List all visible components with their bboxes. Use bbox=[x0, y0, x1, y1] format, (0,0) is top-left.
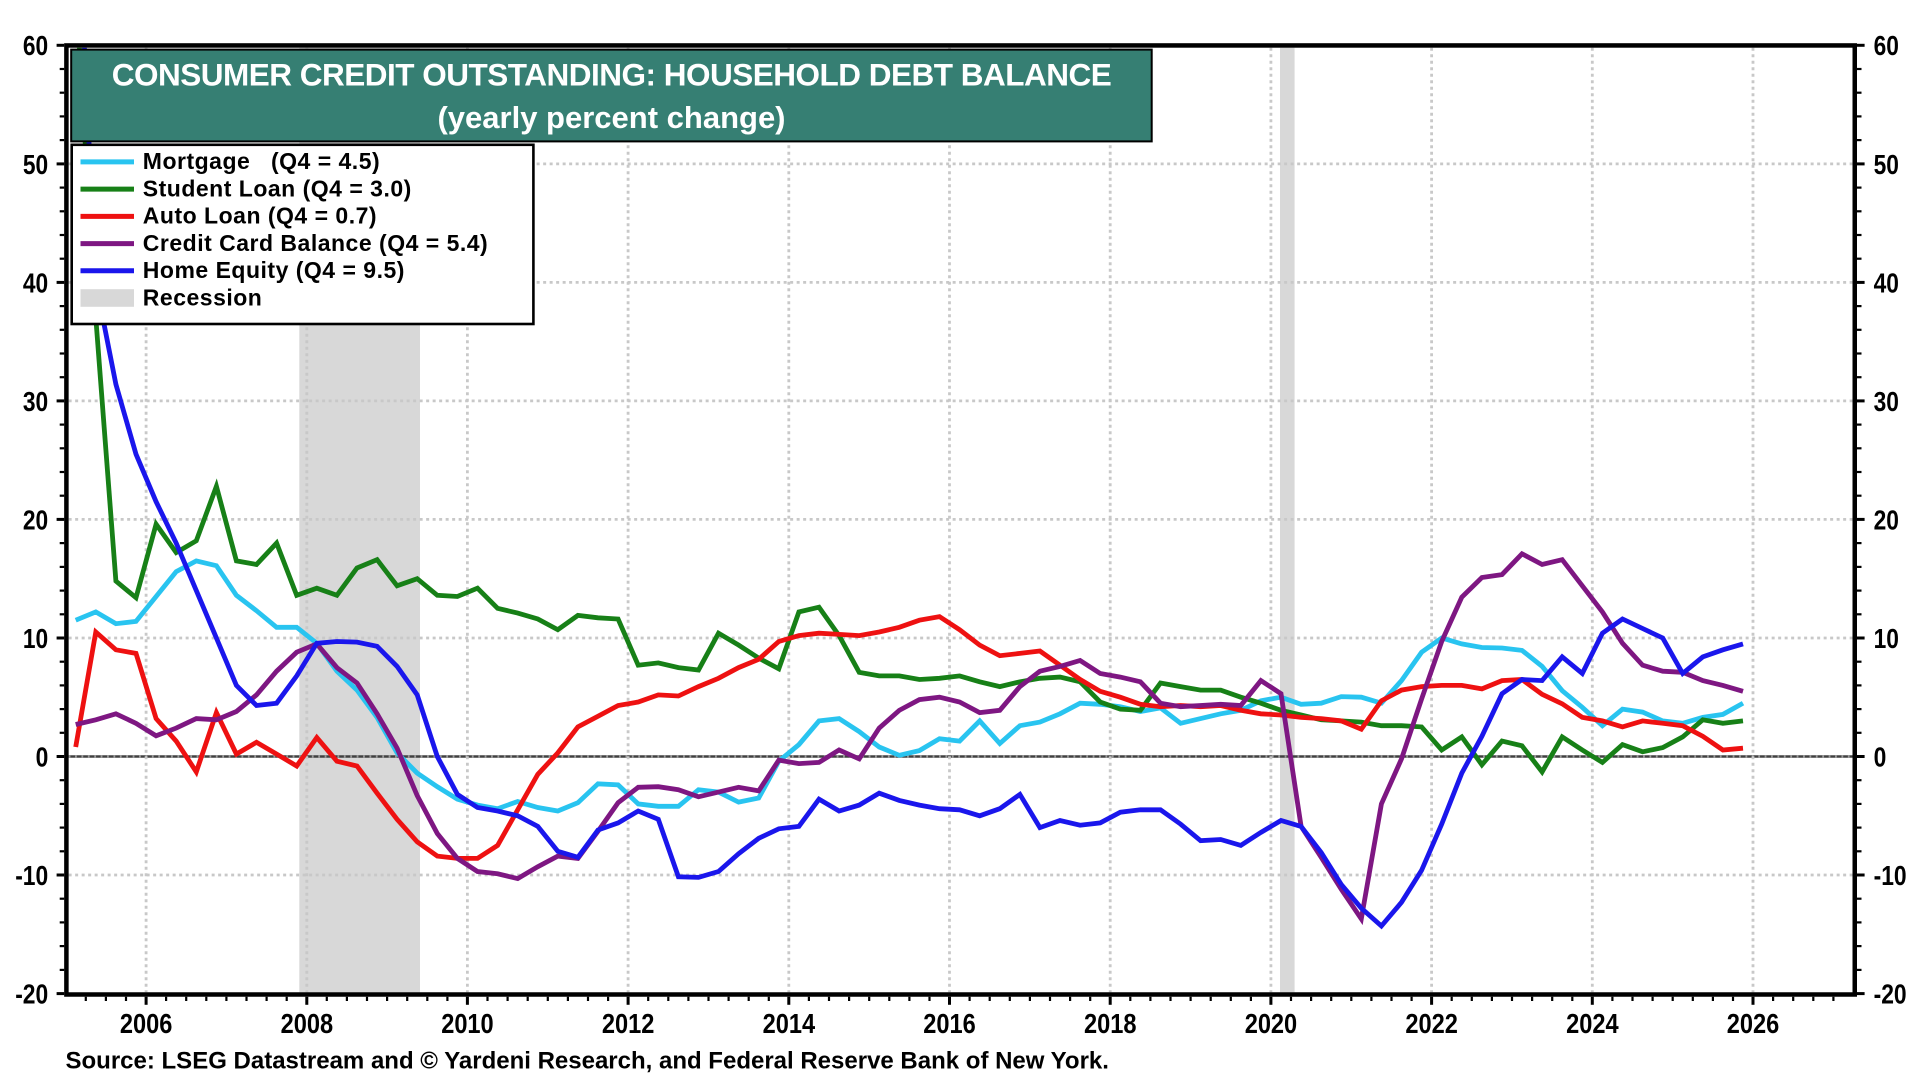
svg-text:60: 60 bbox=[1874, 30, 1899, 61]
svg-text:2006: 2006 bbox=[120, 1008, 172, 1039]
svg-text:Student Loan (Q4 = 3.0): Student Loan (Q4 = 3.0) bbox=[143, 175, 412, 201]
svg-text:10: 10 bbox=[23, 623, 48, 654]
svg-text:Source: LSEG Datastream and ©: Source: LSEG Datastream and © Yardeni Re… bbox=[66, 1048, 1109, 1075]
svg-text:2018: 2018 bbox=[1084, 1008, 1137, 1039]
svg-text:2010: 2010 bbox=[441, 1008, 494, 1039]
svg-text:50: 50 bbox=[1874, 149, 1899, 180]
svg-text:-20: -20 bbox=[15, 979, 48, 1010]
svg-text:2024: 2024 bbox=[1566, 1008, 1619, 1039]
svg-text:-10: -10 bbox=[15, 860, 48, 891]
svg-text:0: 0 bbox=[1874, 741, 1887, 772]
svg-text:2012: 2012 bbox=[602, 1008, 655, 1039]
svg-text:2022: 2022 bbox=[1405, 1008, 1458, 1039]
svg-text:20: 20 bbox=[23, 504, 48, 535]
svg-text:Mortgage (Q4 = 4.5): Mortgage (Q4 = 4.5) bbox=[143, 148, 380, 174]
svg-text:-20: -20 bbox=[1874, 979, 1907, 1010]
svg-text:Home Equity (Q4 = 9.5): Home Equity (Q4 = 9.5) bbox=[143, 257, 405, 283]
svg-text:CONSUMER CREDIT OUTSTANDING: H: CONSUMER CREDIT OUTSTANDING: HOUSEHOLD D… bbox=[112, 57, 1111, 93]
svg-text:40: 40 bbox=[1874, 267, 1899, 298]
svg-text:-10: -10 bbox=[1874, 860, 1907, 891]
svg-text:(yearly percent change): (yearly percent change) bbox=[437, 100, 785, 135]
svg-text:50: 50 bbox=[23, 149, 48, 180]
svg-text:2008: 2008 bbox=[281, 1008, 334, 1039]
svg-text:30: 30 bbox=[1874, 386, 1899, 417]
svg-text:20: 20 bbox=[1874, 504, 1899, 535]
svg-text:2020: 2020 bbox=[1245, 1008, 1298, 1039]
svg-text:60: 60 bbox=[23, 30, 48, 61]
svg-text:Recession: Recession bbox=[143, 284, 263, 310]
svg-text:Credit Card Balance (Q4 = 5.4): Credit Card Balance (Q4 = 5.4) bbox=[143, 230, 488, 256]
svg-text:10: 10 bbox=[1874, 623, 1899, 654]
svg-text:0: 0 bbox=[36, 741, 49, 772]
svg-text:2016: 2016 bbox=[923, 1008, 976, 1039]
svg-text:2014: 2014 bbox=[763, 1008, 816, 1039]
svg-text:2026: 2026 bbox=[1727, 1008, 1780, 1039]
svg-text:40: 40 bbox=[23, 267, 48, 298]
svg-text:Auto Loan (Q4 = 0.7): Auto Loan (Q4 = 0.7) bbox=[143, 203, 377, 229]
svg-text:30: 30 bbox=[23, 386, 48, 417]
